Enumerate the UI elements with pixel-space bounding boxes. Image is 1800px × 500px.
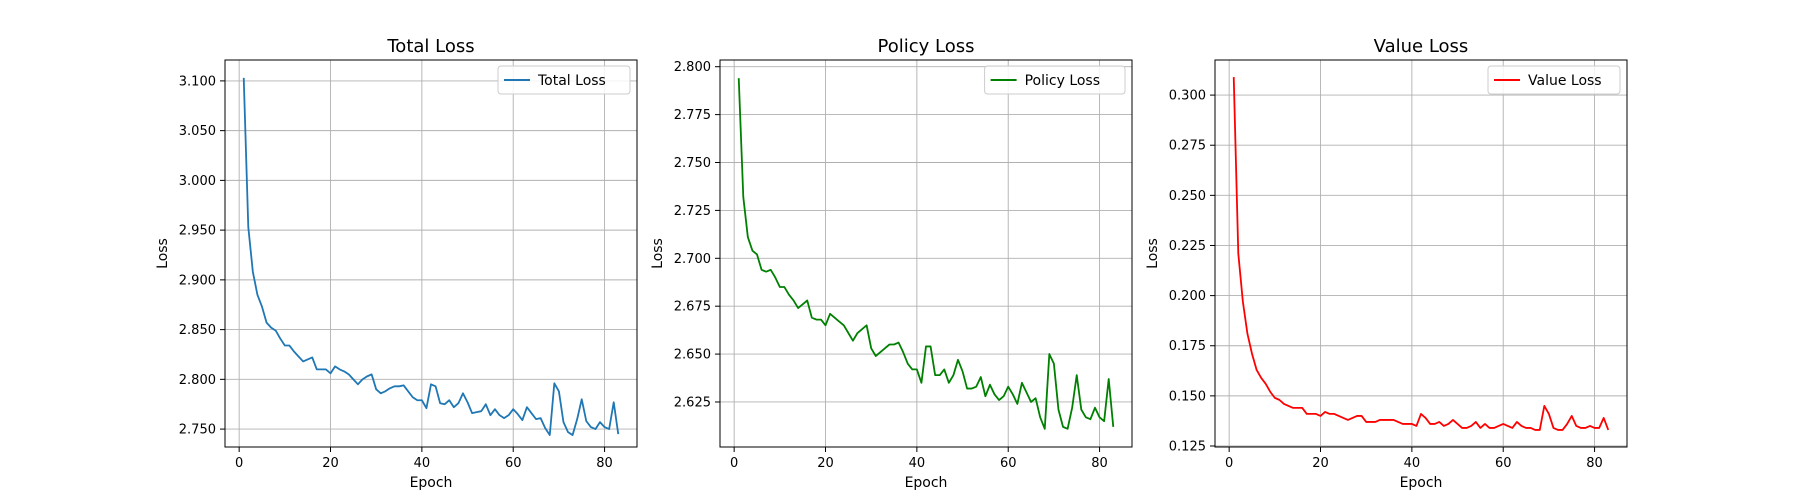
legend: Policy Loss [984,65,1126,95]
y-tick-label: 0.175 [1169,339,1206,354]
y-tick-label: 3.100 [179,74,216,89]
y-tick-label: 2.650 [674,348,711,363]
legend-label: Policy Loss [1025,73,1100,89]
chart-title: Policy Loss [878,36,975,57]
axes-frame [224,59,638,448]
legend-label: Value Loss [1528,73,1602,89]
y-tick-label: 2.725 [674,204,711,219]
x-tick-label: 80 [596,456,613,471]
y-tick-label: 0.150 [1169,389,1206,404]
x-tick-label: 0 [730,456,738,471]
legend: Value Loss [1487,65,1621,95]
y-tick-label: 2.675 [674,300,711,315]
x-tick-label: 0 [1225,456,1233,471]
x-tick-label: 80 [1091,456,1108,471]
y-tick-label: 0.225 [1169,239,1206,254]
x-axis-label: Epoch [1400,475,1443,491]
chart-title: Total Loss [386,36,474,57]
x-tick-label: 40 [1404,456,1421,471]
chart-1: 0 20 40 60 80 2.750 2.800 2.850 2.900 2.950 3.000 3… [155,36,638,491]
y-tick-label: 2.750 [179,423,216,438]
x-tick-label: 20 [817,456,834,471]
y-tick-label: 2.775 [674,108,711,123]
y-tick-label: 0.275 [1169,139,1206,154]
legend: Total Loss [497,65,631,95]
y-axis-label: Loss [650,238,666,269]
legend-box [497,65,631,95]
axes-frame [1214,59,1628,448]
series-line-3-0 [1232,77,1610,431]
x-axis-label: Epoch [410,475,453,491]
y-tick-label: 0.125 [1169,439,1206,454]
chart-title: Value Loss [1374,36,1469,57]
y-axis-label: Loss [1145,238,1161,269]
y-tick-label: 3.050 [179,124,216,139]
x-axis-label: Epoch [905,475,948,491]
y-tick-label: 0.250 [1169,189,1206,204]
x-tick-label: 60 [1495,456,1512,471]
x-tick-label: 40 [909,456,926,471]
legend-box [1487,65,1621,95]
y-tick-label: 2.950 [179,224,216,239]
legend-label: Total Loss [537,73,606,89]
x-tick-label: 20 [322,456,339,471]
y-tick-label: 0.200 [1169,289,1206,304]
y-tick-label: 2.850 [179,323,216,338]
chart-2: 0 20 40 60 80 2.625 2.650 2.675 2.700 2.725 2.750 2… [650,36,1133,491]
y-tick-label: 0.300 [1169,89,1206,104]
x-tick-label: 20 [1312,456,1329,471]
axes-frame [719,59,1133,448]
y-tick-label: 2.800 [179,373,216,388]
y-axis-label: Loss [155,238,171,269]
y-tick-label: 2.750 [674,156,711,171]
y-tick-label: 2.625 [674,395,711,410]
x-tick-label: 80 [1586,456,1603,471]
x-tick-label: 0 [235,456,243,471]
x-tick-label: 60 [1000,456,1017,471]
series-line-2-0 [737,78,1115,430]
y-tick-label: 2.900 [179,273,216,288]
legend-box [984,65,1126,95]
x-tick-label: 40 [414,456,431,471]
chart-3: 0 20 40 60 80 0.125 0.150 0.175 0.200 0.225 0.250 0… [1145,36,1628,491]
series-line-1-0 [242,77,620,436]
y-tick-label: 3.000 [179,174,216,189]
x-tick-label: 60 [505,456,522,471]
y-tick-label: 2.800 [674,60,711,75]
y-tick-label: 2.700 [674,252,711,267]
